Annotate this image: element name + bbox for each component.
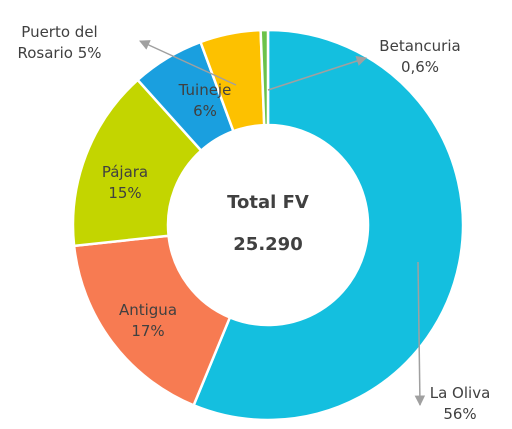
slice-label: Antigua 17% — [98, 300, 198, 342]
leader-arrow — [139, 40, 237, 86]
slice-label: Betancuria 0,6% — [370, 36, 470, 78]
slice — [259, 28, 270, 127]
category-name: Antigua — [118, 301, 178, 319]
value-label: 5% — [77, 44, 102, 62]
category-name: Tuineje — [178, 81, 232, 99]
center-title: Total FV — [227, 192, 309, 213]
slice — [192, 28, 465, 422]
category-name: Puerto del Rosario — [17, 23, 98, 62]
slice-label: La Oliva 56% — [420, 383, 500, 425]
leader-arrow — [267, 55, 367, 91]
category-name: Betancuria — [379, 37, 461, 55]
value-label: 0,6% — [400, 58, 440, 76]
value-label: 56% — [443, 405, 477, 423]
category-name: Pájara — [101, 163, 149, 181]
value-label: 15% — [108, 184, 142, 202]
value-label: 6% — [193, 102, 217, 120]
leader-arrow — [414, 261, 426, 407]
slice-label: Puerto del Rosario 5% — [2, 22, 117, 64]
value-label: 17% — [131, 322, 165, 340]
slice-label: Tuineje 6% — [170, 80, 240, 122]
slice — [72, 234, 232, 407]
center-value: 25.290 — [233, 234, 303, 255]
category-name: La Oliva — [429, 384, 491, 402]
slice-label: Pájara 15% — [80, 162, 170, 204]
